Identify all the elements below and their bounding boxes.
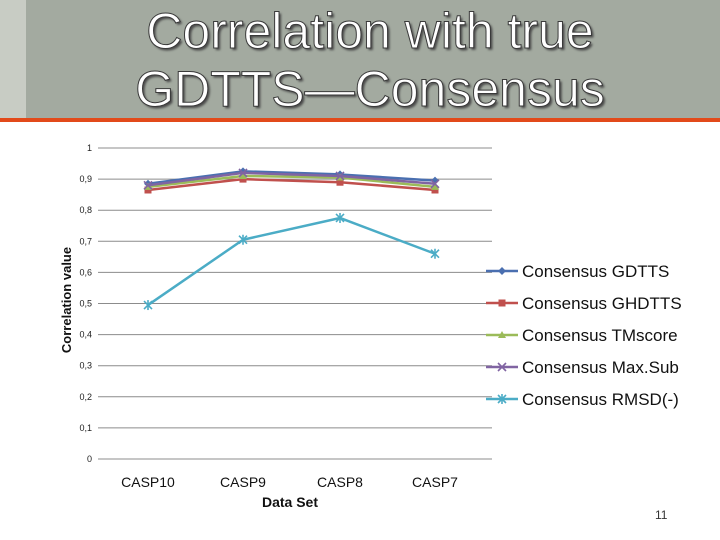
y-tick-label: 0,2: [79, 392, 92, 402]
legend-label: Consensus GHDTTS: [522, 294, 682, 313]
y-tick-label: 0,9: [79, 174, 92, 184]
y-tick-label: 0,7: [79, 236, 92, 246]
title-side-strip: [0, 0, 26, 118]
legend-marker: [498, 331, 506, 338]
data-point: [431, 186, 439, 194]
series-line: [147, 177, 436, 192]
y-tick-label: 0,5: [79, 299, 92, 309]
data-point: [431, 182, 439, 190]
slide-title: Correlation with true GDTTS—Consensus: [60, 2, 680, 118]
data-point: [239, 175, 247, 183]
data-point: [143, 300, 153, 311]
legend-marker: [498, 267, 506, 275]
legend-label: Consensus RMSD(-): [522, 390, 679, 409]
legend-label: Consensus GDTTS: [522, 262, 669, 281]
y-tick-label: 0,3: [79, 361, 92, 371]
title-accent-line: [0, 118, 720, 122]
data-point: [335, 171, 345, 181]
legend-marker: [498, 299, 506, 307]
x-tick-label: CASP10: [121, 474, 175, 490]
data-point: [430, 248, 440, 259]
series-line: [147, 170, 436, 186]
data-point: [335, 212, 345, 223]
x-tick-label: CASP8: [317, 474, 363, 490]
data-point: [239, 171, 247, 179]
y-tick-label: 0,4: [79, 330, 92, 340]
y-axis-title: Correlation value: [59, 247, 74, 353]
series-line: [147, 171, 436, 187]
y-tick-label: 1: [87, 143, 92, 153]
x-axis-title: Data Set: [262, 494, 318, 510]
legend-label: Consensus TMscore: [522, 326, 678, 345]
slide-number: 11: [655, 508, 668, 522]
x-tick-label: CASP9: [220, 474, 266, 490]
title-band: [0, 0, 720, 120]
legend-label: Consensus Max.Sub: [522, 358, 679, 377]
y-tick-label: 0,1: [79, 423, 92, 433]
data-point: [238, 234, 248, 245]
y-tick-label: 0,6: [79, 267, 92, 277]
series-line: [147, 174, 436, 189]
legend-marker: [497, 362, 507, 372]
slide-title-line-2: GDTTS—Consensus: [135, 61, 606, 118]
y-tick-label: 0,8: [79, 205, 92, 215]
series-line: [147, 216, 436, 307]
data-point: [430, 179, 440, 189]
legend-marker: [497, 394, 507, 404]
slide-title-line-1: Correlation with true: [146, 3, 594, 60]
x-tick-label: CASP7: [412, 474, 458, 490]
data-point: [238, 168, 248, 178]
data-point: [336, 178, 344, 186]
data-point: [143, 180, 153, 190]
data-point: [144, 186, 152, 194]
y-tick-label: 0: [87, 454, 92, 464]
